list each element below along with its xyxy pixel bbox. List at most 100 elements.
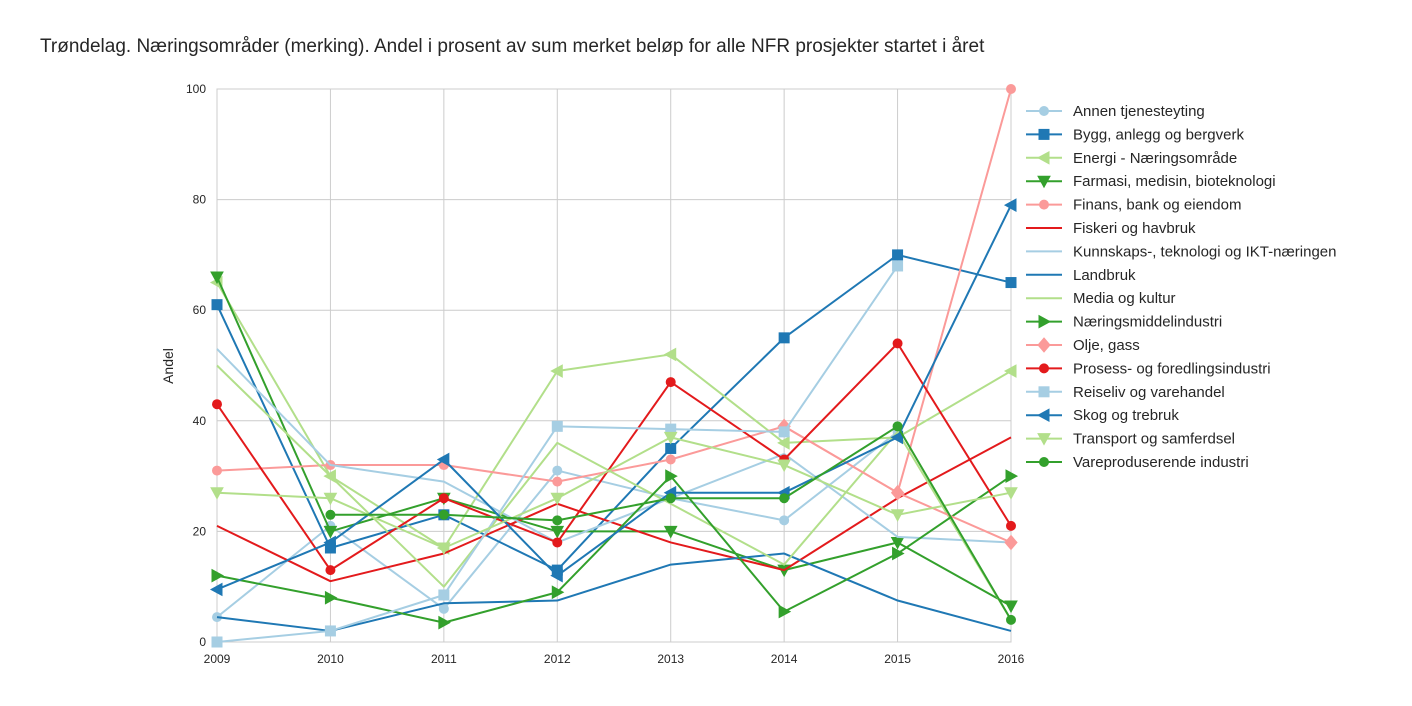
y-tick-label: 80 bbox=[193, 193, 207, 207]
data-point bbox=[552, 476, 563, 487]
data-point bbox=[211, 299, 223, 311]
legend-item[interactable]: Fiskeri og havbruk bbox=[1026, 220, 1196, 237]
data-point bbox=[325, 565, 336, 576]
legend-label: Annen tjenesteyting bbox=[1073, 103, 1205, 120]
x-tick-label: 2015 bbox=[884, 652, 911, 666]
data-point bbox=[1004, 600, 1018, 614]
x-tick-label: 2010 bbox=[317, 652, 344, 666]
data-point bbox=[663, 347, 677, 362]
legend-label: Olje, gass bbox=[1073, 337, 1140, 354]
series-line bbox=[216, 436, 1012, 549]
data-point bbox=[552, 537, 563, 548]
series bbox=[216, 348, 1012, 544]
legend-label: Finans, bank og eiendom bbox=[1073, 197, 1241, 214]
legend-item[interactable]: Kunnskaps-, teknologi og IKT-næringen bbox=[1026, 243, 1337, 260]
y-tick-label: 0 bbox=[199, 635, 206, 649]
legend-label: Bygg, anlegg og bergverk bbox=[1073, 126, 1244, 143]
data-point bbox=[665, 454, 676, 465]
data-point bbox=[209, 582, 223, 597]
data-point bbox=[1004, 534, 1018, 551]
legend-item[interactable]: Media og kultur bbox=[1026, 290, 1176, 307]
series bbox=[777, 418, 1018, 551]
data-point bbox=[323, 525, 338, 539]
legend-label: Prosess- og foredlingsindustri bbox=[1073, 360, 1271, 377]
y-tick-label: 60 bbox=[193, 303, 207, 317]
legend-item[interactable]: Bygg, anlegg og bergverk bbox=[1026, 126, 1244, 143]
data-point bbox=[438, 603, 449, 614]
series-line bbox=[216, 552, 1012, 632]
data-point bbox=[1037, 433, 1051, 446]
data-point bbox=[777, 459, 791, 473]
data-point bbox=[1036, 408, 1050, 423]
series bbox=[210, 431, 1018, 556]
data-point bbox=[550, 525, 565, 539]
data-point bbox=[892, 260, 904, 272]
legend-item[interactable]: Skog og trebruk bbox=[1026, 407, 1179, 424]
data-point bbox=[663, 431, 678, 445]
data-point bbox=[1005, 469, 1019, 483]
x-tick-label: 2013 bbox=[657, 652, 684, 666]
data-point bbox=[1039, 199, 1049, 210]
data-point bbox=[210, 487, 224, 500]
data-point bbox=[1003, 364, 1017, 378]
data-point bbox=[552, 515, 563, 526]
data-point bbox=[892, 421, 903, 432]
x-tick-label: 2016 bbox=[998, 652, 1025, 666]
data-point bbox=[438, 589, 450, 601]
data-point bbox=[438, 509, 449, 520]
data-point bbox=[550, 492, 565, 506]
data-point bbox=[1006, 614, 1016, 625]
y-tick-label: 40 bbox=[193, 414, 207, 428]
legend[interactable]: Annen tjenesteyting Bygg, anlegg og bergv… bbox=[1026, 103, 1337, 471]
legend-item[interactable]: Prosess- og foredlingsindustri bbox=[1026, 360, 1271, 377]
legend-item[interactable]: Vareproduserende industri bbox=[1026, 454, 1249, 471]
data-point bbox=[438, 493, 449, 504]
data-point bbox=[665, 377, 676, 388]
legend-item[interactable]: Olje, gass bbox=[1026, 337, 1140, 354]
data-point bbox=[777, 436, 790, 450]
legend-label: Farmasi, medisin, bioteknologi bbox=[1073, 173, 1276, 190]
legend-label: Transport og samferdsel bbox=[1073, 431, 1235, 448]
data-point bbox=[1006, 84, 1016, 94]
data-point bbox=[1005, 277, 1017, 289]
legend-item[interactable]: Annen tjenesteyting bbox=[1026, 103, 1205, 120]
legend-label: Media og kultur bbox=[1073, 290, 1176, 307]
data-point bbox=[778, 604, 792, 619]
data-point bbox=[778, 332, 790, 344]
data-point bbox=[550, 568, 563, 583]
data-point bbox=[890, 484, 905, 501]
data-point bbox=[892, 546, 905, 561]
plot-frame bbox=[216, 88, 1012, 643]
data-point bbox=[1039, 106, 1049, 116]
legend-item[interactable]: Finans, bank og eiendom bbox=[1026, 197, 1241, 214]
y-tick-label: 20 bbox=[193, 524, 207, 538]
data-point bbox=[1038, 386, 1050, 398]
series bbox=[216, 552, 1012, 632]
data-point bbox=[438, 615, 451, 630]
legend-label: Skog og trebruk bbox=[1073, 407, 1179, 424]
data-point bbox=[778, 426, 790, 438]
data-point bbox=[1038, 128, 1050, 140]
legend-item[interactable]: Næringsmiddelindustri bbox=[1026, 314, 1222, 331]
y-tick-label: 100 bbox=[186, 82, 206, 96]
data-point bbox=[665, 493, 676, 504]
data-point bbox=[551, 585, 565, 600]
data-point bbox=[779, 515, 790, 526]
data-point bbox=[1039, 363, 1049, 374]
x-tick-label: 2009 bbox=[204, 652, 231, 666]
series bbox=[216, 364, 1012, 621]
data-point bbox=[212, 399, 222, 410]
legend-item[interactable]: Farmasi, medisin, bioteknologi bbox=[1026, 173, 1276, 190]
data-point bbox=[437, 542, 451, 556]
data-point bbox=[550, 364, 563, 378]
data-point bbox=[323, 492, 338, 506]
legend-item[interactable]: Transport og samferdsel bbox=[1026, 431, 1235, 448]
legend-item[interactable]: Energi - Næringsområde bbox=[1026, 150, 1237, 167]
data-point bbox=[1039, 457, 1049, 467]
legend-label: Landbruk bbox=[1073, 267, 1136, 284]
legend-item[interactable]: Reiseliv og varehandel bbox=[1026, 384, 1225, 401]
legend-item[interactable]: Landbruk bbox=[1026, 267, 1136, 284]
data-point bbox=[436, 452, 450, 467]
data-point bbox=[663, 525, 678, 539]
data-point bbox=[1037, 337, 1051, 353]
